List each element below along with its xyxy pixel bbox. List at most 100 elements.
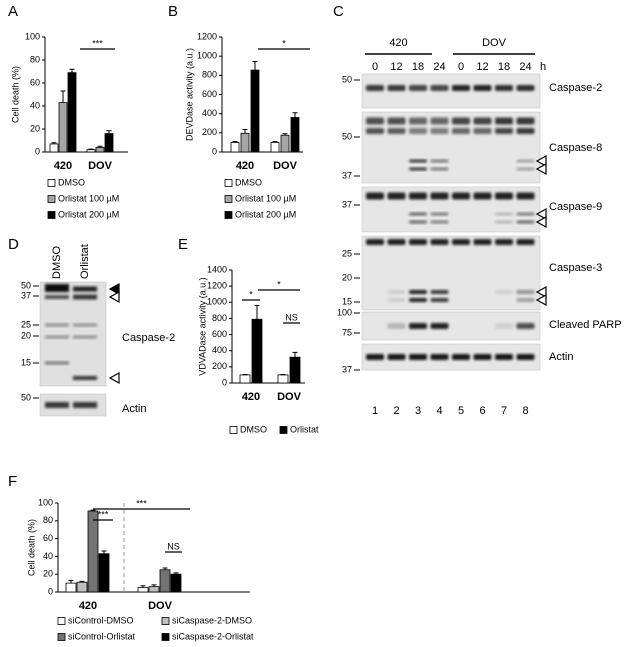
panel-label: A [8, 3, 18, 20]
blot-band [452, 128, 470, 134]
legend-label: Orlistat 200 µM [58, 209, 119, 219]
blot-band [45, 335, 69, 339]
blot-band [516, 128, 535, 134]
blot-band [45, 361, 69, 365]
blot-band [409, 212, 427, 216]
legend-label: Orlistat 100 µM [58, 193, 119, 203]
error-bar [162, 567, 168, 570]
arrowhead [535, 154, 547, 168]
legend-label: siControl-DMSO [68, 615, 134, 625]
x-tick-label: DOV [88, 160, 113, 172]
error-bar [51, 142, 57, 144]
error-bar [151, 584, 157, 587]
blot-band [430, 85, 449, 91]
blot-band [45, 323, 69, 327]
protein-label: Caspase-3 [549, 262, 602, 274]
mw-marker: 100 [337, 307, 352, 317]
mw-marker: 37 [342, 170, 352, 180]
error-bar [272, 141, 278, 143]
y-axis-label: VDVADase activity (a.u.) [197, 277, 207, 375]
blot-band [366, 117, 384, 125]
y-tick-label: 20 [30, 123, 40, 133]
blot-band [73, 323, 97, 327]
y-tick-label: 0 [35, 146, 40, 156]
bar [95, 146, 105, 153]
significance-label: NS [167, 541, 180, 551]
error-bar [292, 351, 298, 358]
blot-band [387, 298, 406, 302]
timepoint: 0 [458, 61, 464, 73]
panel-label: F [8, 473, 17, 490]
blot-band [516, 290, 535, 294]
y-tick-label: 1400 [207, 264, 227, 274]
protein-label: Caspase-2 [549, 82, 602, 94]
blot-band [366, 354, 384, 360]
protein-label: Cleaved PARP [549, 319, 622, 331]
y-tick-label: 80 [30, 54, 40, 64]
mw-marker: 25 [342, 248, 352, 258]
bar [67, 72, 77, 153]
y-tick-label: 600 [212, 329, 227, 339]
blot-band [430, 354, 449, 360]
time-unit: h [540, 61, 546, 73]
blot-band [430, 239, 449, 245]
significance-label: * [282, 38, 286, 48]
blot-band [45, 284, 69, 292]
blot-band [473, 354, 492, 360]
error-bar [90, 509, 96, 512]
blot-band [387, 85, 406, 91]
y-tick-label: 20 [43, 569, 53, 579]
blot-band [473, 117, 492, 125]
bar [289, 356, 301, 384]
blot-band [430, 290, 449, 294]
arrowhead [535, 215, 547, 229]
blot-band [452, 239, 470, 245]
blot-band [45, 402, 69, 408]
blot-band [516, 354, 535, 360]
bar [239, 374, 251, 384]
y-axis-label: DEVDase activity (a.u.) [184, 48, 194, 141]
y-tick-label: 80 [43, 515, 53, 525]
x-tick-label: DOV [148, 600, 173, 612]
legend-swatch [57, 617, 66, 625]
bar [86, 149, 96, 153]
blot-band [409, 117, 427, 125]
blot-band [409, 192, 427, 200]
blot-band [495, 85, 513, 91]
blot-band [473, 85, 492, 91]
error-bar [97, 145, 103, 148]
error-bar [60, 90, 66, 103]
blot-band [495, 323, 513, 329]
y-tick-label: 200 [212, 361, 227, 371]
blot-band [430, 192, 449, 200]
blot-band [73, 376, 97, 380]
panel-label: C [333, 3, 344, 20]
blot-band [409, 354, 427, 360]
blot-band [495, 354, 513, 360]
legend-swatch [57, 633, 66, 641]
error-bar [232, 140, 238, 143]
blot-band [516, 192, 535, 200]
blot-band [387, 290, 406, 294]
blot-band [430, 117, 449, 125]
protein-label: Caspase-8 [549, 142, 602, 154]
legend-label: DMSO [235, 177, 262, 187]
bar [159, 569, 171, 593]
blot-band [452, 192, 470, 200]
mw-marker: 50 [21, 392, 31, 402]
lane-number: 7 [501, 405, 507, 417]
x-tick-label: DOV [277, 391, 302, 403]
x-tick-label: 420 [242, 391, 260, 403]
blot-band [409, 298, 427, 302]
blot-band [430, 220, 449, 224]
legend-swatch [224, 195, 233, 203]
lane-number: 4 [436, 405, 442, 417]
bar [148, 586, 160, 593]
blot-band [516, 167, 535, 171]
blot-band [387, 192, 406, 200]
error-bar [173, 572, 179, 575]
legend-swatch [224, 211, 233, 219]
blot-band [452, 85, 470, 91]
mw-marker: 15 [342, 296, 352, 306]
error-bar [292, 112, 298, 118]
